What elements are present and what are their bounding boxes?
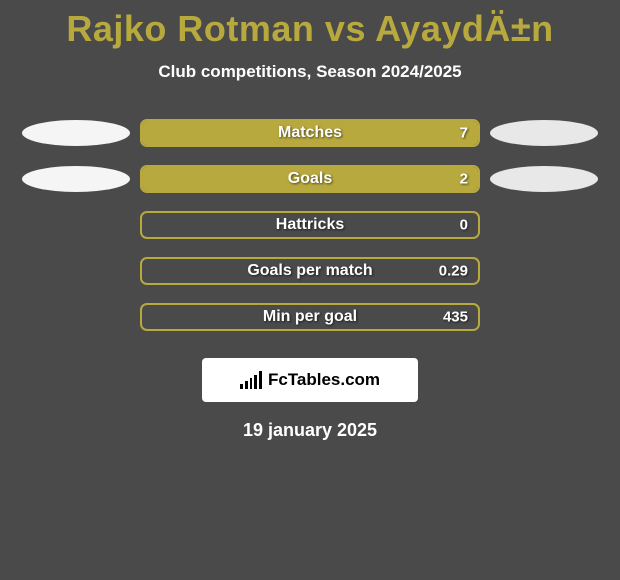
stat-value: 0.29 [439, 263, 468, 280]
stat-label: Hattricks [276, 216, 344, 234]
left-ellipse [22, 258, 130, 284]
site-logo: FcTables.com [202, 358, 418, 402]
right-ellipse [490, 258, 598, 284]
stat-label: Matches [278, 124, 342, 142]
left-ellipse [22, 304, 130, 330]
right-ellipse [490, 166, 598, 192]
stat-label: Goals per match [247, 262, 372, 280]
bar-chart-icon [240, 371, 262, 389]
left-ellipse [22, 212, 130, 238]
right-ellipse [490, 212, 598, 238]
page-title: Rajko Rotman vs AyaydÄ±n [0, 0, 620, 50]
stat-bar: Hattricks 0 [140, 211, 480, 239]
stat-value: 0 [460, 217, 468, 234]
stat-row: Goals per match 0.29 [0, 248, 620, 294]
stats-rows: Matches 7 Goals 2 Hattricks 0 Goals per … [0, 110, 620, 340]
stat-bar: Min per goal 435 [140, 303, 480, 331]
left-ellipse [22, 166, 130, 192]
snapshot-date: 19 january 2025 [0, 420, 620, 441]
stat-bar: Goals per match 0.29 [140, 257, 480, 285]
stat-row: Matches 7 [0, 110, 620, 156]
stat-value: 2 [460, 171, 468, 188]
left-ellipse [22, 120, 130, 146]
stat-row: Goals 2 [0, 156, 620, 202]
right-ellipse [490, 120, 598, 146]
stat-bar: Matches 7 [140, 119, 480, 147]
right-ellipse [490, 304, 598, 330]
stat-value: 435 [443, 309, 468, 326]
stat-value: 7 [460, 125, 468, 142]
stat-row: Hattricks 0 [0, 202, 620, 248]
stat-bar: Goals 2 [140, 165, 480, 193]
stat-label: Min per goal [263, 308, 357, 326]
logo-text: FcTables.com [268, 370, 380, 390]
stat-label: Goals [288, 170, 332, 188]
stat-row: Min per goal 435 [0, 294, 620, 340]
page-subtitle: Club competitions, Season 2024/2025 [0, 62, 620, 82]
